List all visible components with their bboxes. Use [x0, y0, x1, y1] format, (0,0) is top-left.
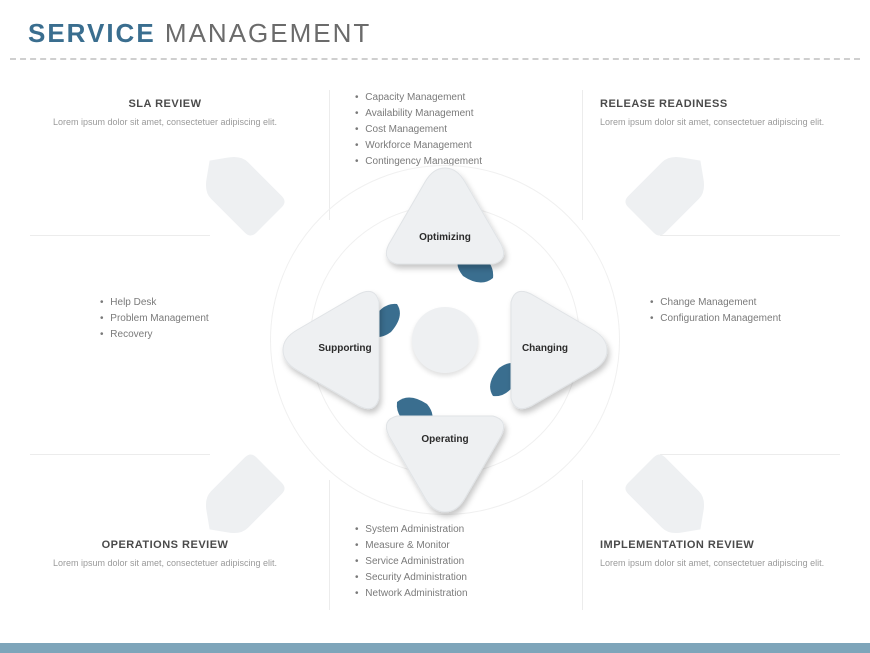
- list-item: Change Management: [650, 295, 810, 311]
- list-item: Workforce Management: [355, 138, 555, 154]
- list-item: Help Desk: [100, 295, 260, 311]
- petal-label: Optimizing: [375, 232, 515, 243]
- center-diagram: Optimizing Changing Operating: [260, 155, 630, 525]
- bullets-bottom: System AdministrationMeasure & MonitorSe…: [355, 522, 555, 602]
- title-bold: SERVICE: [28, 18, 156, 48]
- list-item: Cost Management: [355, 122, 555, 138]
- outer-arrow-br: [620, 449, 720, 549]
- petal-supporting: Supporting: [275, 280, 395, 420]
- corner-desc: Lorem ipsum dolor sit amet, consectetuer…: [600, 557, 840, 570]
- grid-line: [30, 454, 210, 455]
- corner-heading: OPERATIONS REVIEW: [45, 539, 285, 551]
- footer-bar: [0, 643, 870, 653]
- corner-heading: IMPLEMENTATION REVIEW: [600, 539, 840, 551]
- corner-desc: Lorem ipsum dolor sit amet, consectetuer…: [600, 116, 840, 129]
- bullets-left: Help DeskProblem ManagementRecovery: [100, 295, 260, 343]
- corner-heading: SLA REVIEW: [45, 98, 285, 110]
- list-item: Availability Management: [355, 106, 555, 122]
- bullets-right: Change ManagementConfiguration Managemen…: [650, 295, 810, 327]
- corner-heading: RELEASE READINESS: [600, 98, 840, 110]
- petal-label: Operating: [375, 434, 515, 445]
- grid-line: [660, 454, 840, 455]
- diagram-stage: SLA REVIEW Lorem ipsum dolor sit amet, c…: [0, 70, 870, 630]
- list-item: Capacity Management: [355, 90, 555, 106]
- corner-desc: Lorem ipsum dolor sit amet, consectetuer…: [45, 557, 285, 570]
- petal-label: Changing: [485, 343, 605, 354]
- petal-label: Supporting: [285, 343, 405, 354]
- grid-line: [30, 235, 210, 236]
- outer-arrow-tr: [620, 141, 720, 241]
- title-divider: [10, 58, 860, 60]
- corner-desc: Lorem ipsum dolor sit amet, consectetuer…: [45, 116, 285, 129]
- petal-operating: Operating: [375, 400, 515, 520]
- corner-implementation-review: IMPLEMENTATION REVIEW Lorem ipsum dolor …: [600, 539, 840, 570]
- corner-sla-review: SLA REVIEW Lorem ipsum dolor sit amet, c…: [45, 98, 285, 129]
- corner-release-readiness: RELEASE READINESS Lorem ipsum dolor sit …: [600, 98, 840, 129]
- grid-line: [660, 235, 840, 236]
- list-item: Measure & Monitor: [355, 538, 555, 554]
- list-item: Problem Management: [100, 311, 260, 327]
- petal-changing: Changing: [495, 280, 615, 420]
- list-item: Security Administration: [355, 570, 555, 586]
- list-item: Service Administration: [355, 554, 555, 570]
- petal-optimizing: Optimizing: [375, 160, 515, 280]
- title-light: MANAGEMENT: [156, 18, 372, 48]
- center-circle: [412, 307, 478, 373]
- corner-operations-review: OPERATIONS REVIEW Lorem ipsum dolor sit …: [45, 539, 285, 570]
- list-item: Recovery: [100, 327, 260, 343]
- list-item: Network Administration: [355, 586, 555, 602]
- list-item: Configuration Management: [650, 311, 810, 327]
